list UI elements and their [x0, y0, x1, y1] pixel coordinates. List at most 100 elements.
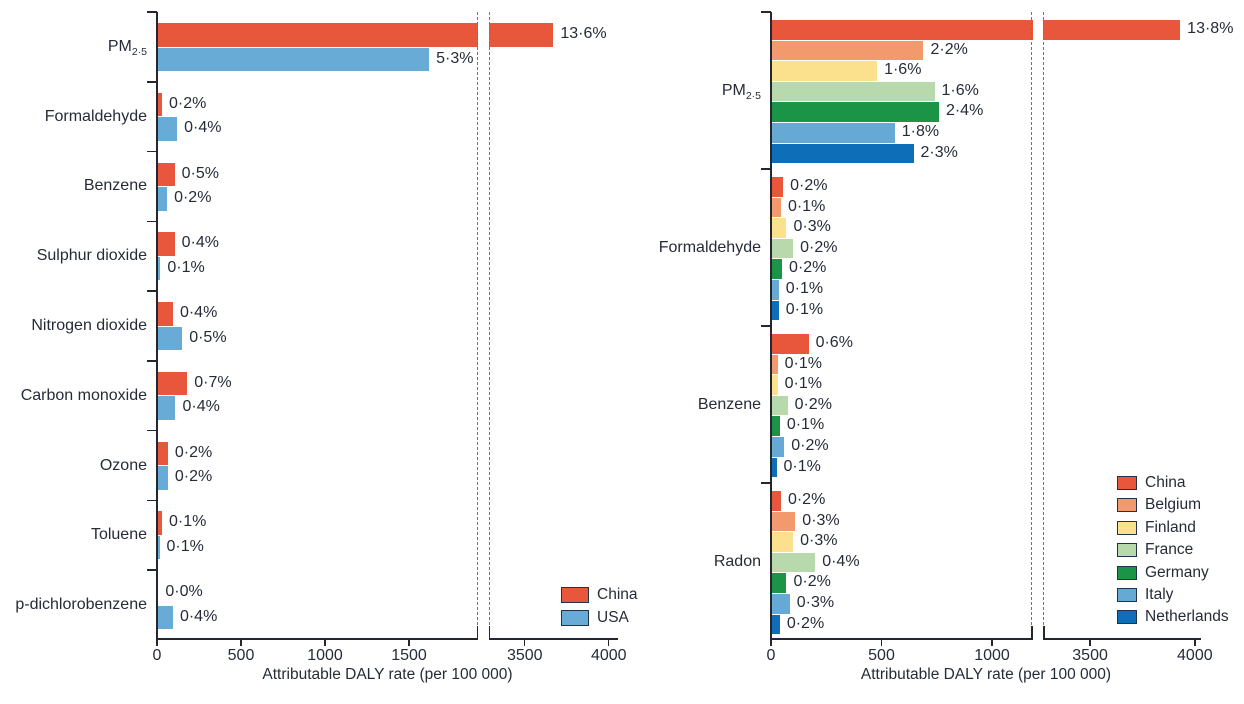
bar-value-label: 0·4% — [179, 304, 218, 322]
category-label-text: Benzene — [697, 395, 761, 413]
bar-value-label: 0·3% — [793, 218, 831, 236]
bar — [771, 552, 816, 573]
bar-value-label: 0·4% — [822, 552, 860, 570]
axis-break-cover — [478, 12, 489, 640]
legend-swatch — [561, 587, 589, 603]
bar — [771, 40, 924, 61]
category-label-text: Benzene — [83, 177, 147, 195]
bar — [157, 117, 178, 141]
category-label: Carbon monoxide — [0, 385, 147, 407]
bar-value-label: 0·1% — [785, 280, 824, 297]
bar-value-label: 0·0% — [165, 583, 203, 601]
bar — [157, 466, 168, 490]
bar — [771, 102, 939, 122]
y-axis-tick — [147, 360, 157, 362]
bar — [771, 334, 809, 354]
bar — [771, 238, 794, 259]
category-label: p-dichlorobenzene — [0, 594, 147, 616]
bar-value-label: 5·3% — [436, 49, 474, 67]
axis-break-mark — [1043, 626, 1045, 640]
y-axis-tick — [761, 325, 771, 327]
legend-label: USA — [597, 608, 629, 626]
bar-value-label: 0·2% — [174, 468, 213, 486]
bar-value-label: 0·2% — [174, 189, 212, 207]
bar-value-label: 0·2% — [786, 614, 825, 632]
category-label-text: Formaldehyde — [44, 107, 147, 125]
x-axis-tick — [524, 640, 526, 646]
legend-label: Italy — [1145, 586, 1174, 603]
bar-value-label: 0·2% — [174, 443, 213, 461]
category-label-text: Sulphur dioxide — [36, 247, 147, 265]
y-axis-tick — [761, 482, 771, 484]
x-axis-title: Attributable DALY rate (per 100 000) — [860, 666, 1112, 683]
x-tick-label: 0 — [766, 647, 776, 664]
bar — [771, 511, 796, 532]
category-label-text: Nitrogen dioxide — [31, 317, 147, 334]
bar-value-label: 0·4% — [182, 398, 220, 416]
category-label-subscript: 2·5 — [131, 45, 147, 58]
category-label-text: Radon — [713, 552, 761, 570]
bar — [771, 375, 778, 395]
bar — [157, 326, 183, 351]
category-label-text: Formaldehyde — [658, 238, 761, 256]
x-tick-label: 0 — [152, 647, 162, 664]
legend-label: Belgium — [1145, 496, 1201, 514]
category-label-text: PM — [107, 37, 132, 55]
category-label-text: PM — [721, 81, 746, 99]
category-label: Sulphur dioxide — [0, 245, 147, 267]
category-label: Toluene — [0, 524, 147, 546]
legend-swatch — [1117, 520, 1137, 535]
category-label-text: Toluene — [90, 526, 147, 544]
axis-break-cover — [1032, 12, 1044, 640]
plot-area: 13·6% 0·2% 0·5% 0·4% 0·4% 0·7% 0·2% 0·1% 0·0% 5·3… — [15, 11, 627, 664]
bar — [771, 197, 781, 218]
category-label-subscript: 2·5 — [745, 89, 761, 102]
axis-break-dashed-line — [1031, 12, 1033, 640]
bar-value-label: 2·4% — [945, 102, 984, 120]
x-axis-tick — [1194, 640, 1196, 646]
bar-value-label: 0·2% — [800, 238, 838, 256]
x-tick-label: 500 — [227, 647, 255, 664]
x-tick-label: 1000 — [307, 647, 343, 664]
x-axis-tick — [408, 640, 410, 646]
y-axis-line — [770, 12, 772, 641]
bar-value-label: 0·1% — [787, 197, 826, 215]
legend-label: France — [1145, 541, 1194, 559]
y-axis-tick — [147, 80, 157, 83]
bar — [771, 395, 788, 416]
bar — [157, 47, 430, 71]
legend-label: China — [1145, 474, 1186, 491]
legend-label: Netherlands — [1145, 608, 1229, 626]
axis-break-dashed-line — [476, 12, 478, 640]
bar — [157, 23, 554, 47]
legend-swatch — [561, 609, 589, 626]
category-label: Formaldehyde — [0, 106, 147, 128]
category-label-text: Ozone — [99, 456, 147, 474]
category-label: PM2·5 — [0, 36, 147, 58]
y-axis-tick — [147, 569, 157, 572]
bar — [157, 187, 168, 211]
bar-value-label: 1·6% — [941, 81, 979, 99]
bar-value-label: 0·1% — [167, 258, 205, 276]
y-axis-line — [156, 12, 158, 641]
bar-value-label: 2·2% — [930, 40, 968, 58]
y-axis-tick — [147, 290, 157, 292]
bar-value-label: 0·1% — [783, 457, 821, 475]
bar — [771, 218, 787, 238]
bar — [157, 162, 175, 187]
legend-label: Finland — [1145, 518, 1196, 536]
bar — [771, 416, 780, 436]
bar — [771, 81, 935, 102]
bar-value-label: 0·4% — [179, 607, 218, 625]
bar — [157, 92, 163, 117]
bar-value-label: 0·1% — [785, 300, 824, 318]
bar — [771, 614, 780, 635]
y-axis-tick — [147, 11, 157, 13]
x-axis-tick — [770, 640, 772, 646]
category-label-text: p-dichlorobenzene — [15, 596, 147, 614]
legend-swatch — [1117, 565, 1137, 580]
y-axis-tick — [761, 168, 771, 170]
bar-value-label: 0·1% — [784, 354, 822, 372]
bar — [157, 535, 160, 560]
